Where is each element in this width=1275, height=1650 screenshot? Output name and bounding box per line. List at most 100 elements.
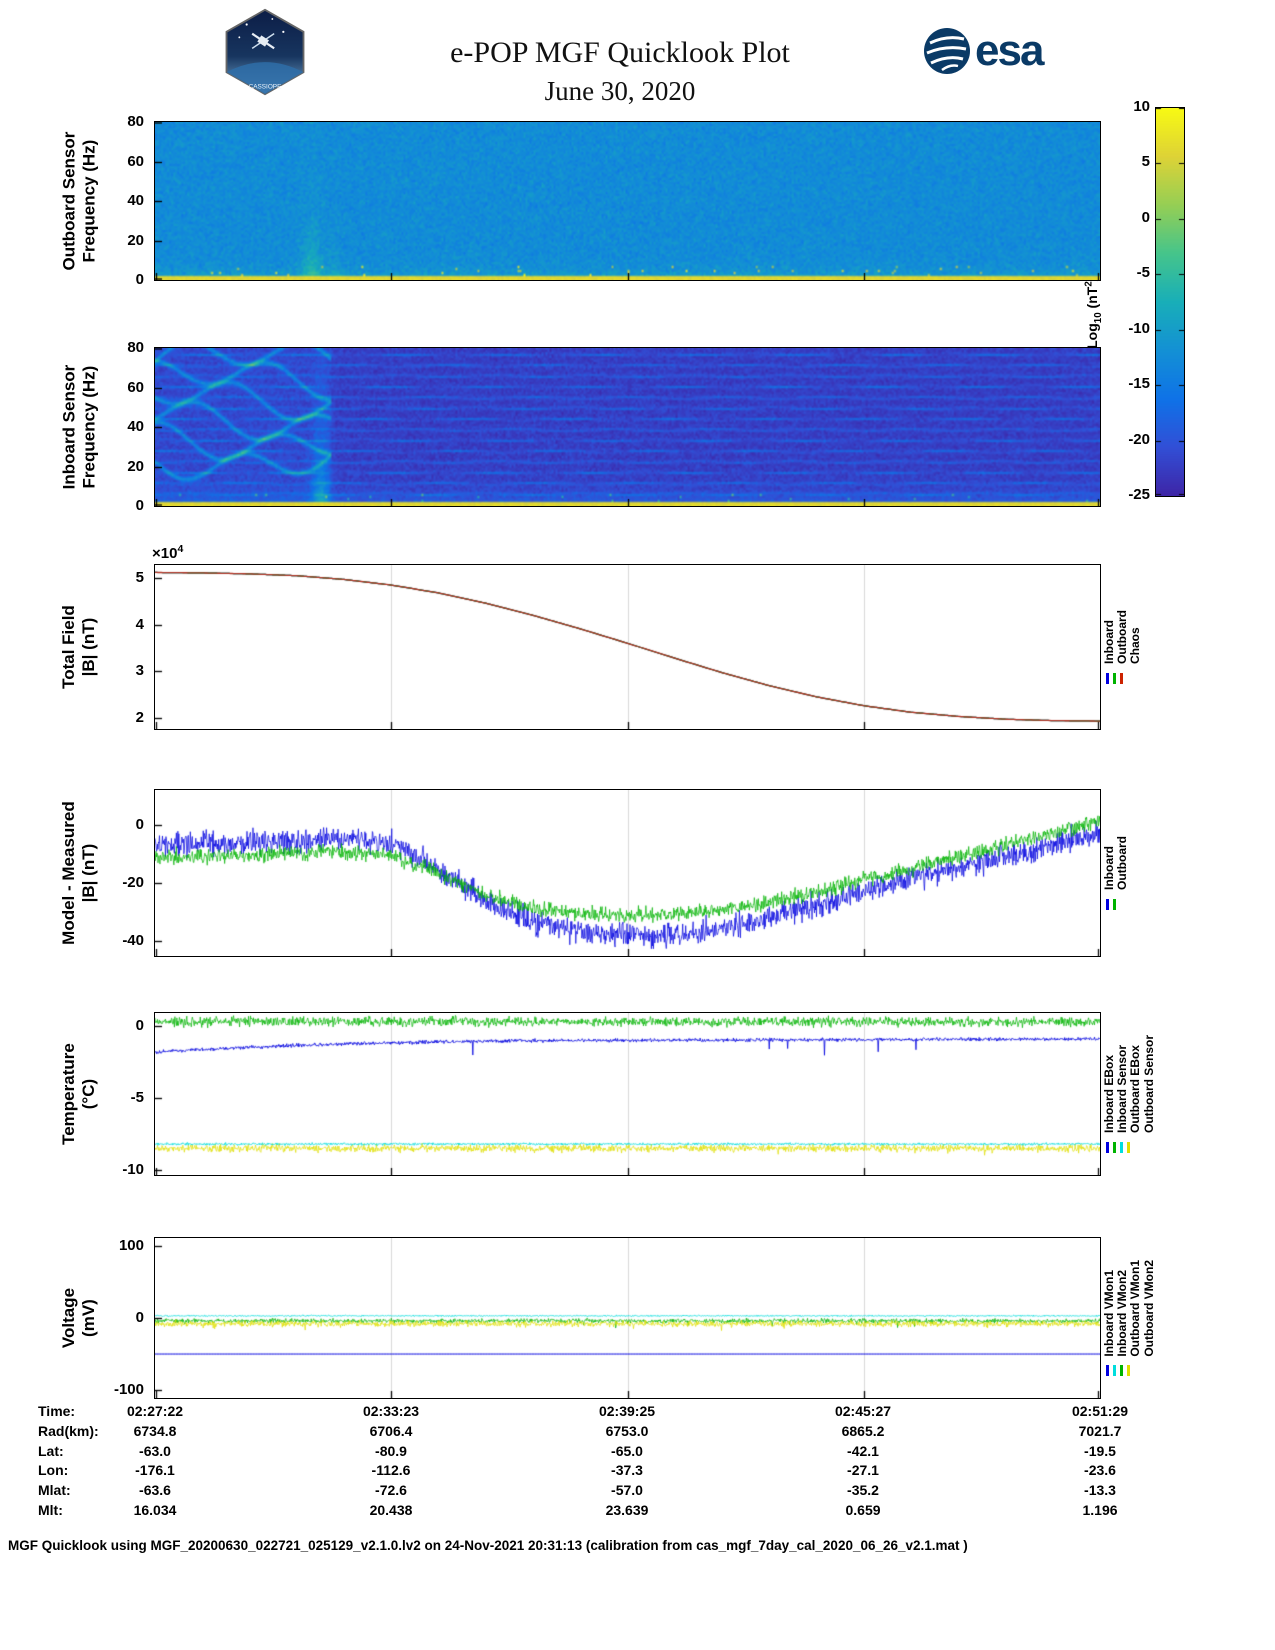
legend-label: Outboard <box>1115 836 1130 890</box>
total-field-plot <box>154 564 1101 730</box>
legend-color-dash <box>1113 1365 1116 1377</box>
voltage-legend: Inboard VMon1 Inboard VMon2 Outboard VMon1… <box>1102 1238 1165 1398</box>
y-tick-label: 20 <box>127 457 144 475</box>
y-tick-label: 20 <box>127 231 144 249</box>
y-tick-label: -5 <box>130 1088 144 1106</box>
temperature-canvas <box>155 1013 1100 1175</box>
axis-value: -80.9 <box>375 1442 407 1459</box>
colorbar-tick-label: -25 <box>1128 486 1150 503</box>
y-tick-label: 40 <box>127 192 144 209</box>
colorbar-tick-label: -15 <box>1128 375 1150 393</box>
axis-value: 6734.8 <box>133 1422 177 1439</box>
y-tick-label: 0 <box>135 1309 144 1326</box>
axis-value: 02:51:29 <box>1071 1403 1129 1419</box>
y-tick-label: -40 <box>122 932 144 950</box>
axis-row-label: Rad(km): <box>38 1422 99 1439</box>
model-measured-legend: Inboard Outboard <box>1102 790 1165 956</box>
axis-value: 02:45:27 <box>834 1403 892 1419</box>
colorbar-tick-label: 5 <box>1141 153 1150 171</box>
legend-label: Outboard Sensor <box>1141 1034 1156 1133</box>
colorbar-label-sup: 2 <box>1083 280 1095 287</box>
legend-color-dash <box>1127 1365 1130 1377</box>
axis-value: 23.639 <box>605 1502 649 1518</box>
esa-wordmark: esa <box>975 26 1044 75</box>
legend-label: Outboard VMon2 <box>1141 1259 1156 1357</box>
y-tick-label: -20 <box>122 874 144 892</box>
axis-value: -13.3 <box>1084 1482 1116 1499</box>
y-tick-label: 80 <box>127 113 144 130</box>
axis-scale-label: ×104 <box>152 543 184 562</box>
legend-color-keys <box>1106 673 1123 684</box>
axis-value: 16.034 <box>133 1502 177 1518</box>
voltage-plot <box>154 1237 1101 1399</box>
colorbar <box>1155 107 1185 497</box>
y-tick-label: 0 <box>135 271 144 288</box>
y-tick-label: 0 <box>135 497 144 514</box>
legend-label: Outboard EBox <box>1128 1044 1143 1133</box>
axis-value: -63.6 <box>139 1482 171 1499</box>
axis-row-label: Time: <box>38 1403 76 1419</box>
axis-value: -37.3 <box>611 1462 643 1479</box>
axis-value: -176.1 <box>135 1462 175 1479</box>
legend-color-keys <box>1106 1142 1130 1153</box>
axis-value: 7021.7 <box>1078 1422 1122 1439</box>
inboard-spectrogram-plot <box>154 347 1101 507</box>
axis-row-label: Mlt: <box>38 1502 63 1518</box>
y-tick-label: 80 <box>127 339 144 356</box>
legend-color-dash <box>1120 1142 1123 1153</box>
axis-value: 0.659 <box>845 1502 881 1518</box>
y-tick-label: 60 <box>127 152 144 170</box>
colorbar-tick-label: 0 <box>1141 208 1150 226</box>
esa-logo: esa <box>922 26 1044 76</box>
axis-value: 6753.0 <box>605 1422 649 1439</box>
y-tick-label: -10 <box>122 1160 144 1178</box>
axis-row-label: Mlat: <box>38 1482 71 1499</box>
page-title: e-POP MGF Quicklook Plot <box>450 36 790 69</box>
y-tick-label: 5 <box>135 569 144 587</box>
legend-color-dash <box>1127 1142 1130 1153</box>
y-tick-label: -100 <box>113 1381 144 1399</box>
axis-value: 20.438 <box>369 1502 413 1518</box>
axis-row-label: Lat: <box>38 1442 64 1459</box>
legend-label: Outboard VMon1 <box>1128 1259 1143 1357</box>
axis-value: 02:39:25 <box>598 1403 656 1419</box>
legend-color-dash <box>1106 899 1109 910</box>
temperature-legend: Inboard EBox Inboard Sensor Outboard EBox O… <box>1102 1013 1165 1175</box>
esa-globe-icon <box>924 28 970 74</box>
y-tick-label: 3 <box>135 662 144 680</box>
axis-value: -57.0 <box>611 1482 643 1499</box>
axis-value: -72.6 <box>375 1482 407 1499</box>
y-tick-label: 0 <box>135 1016 144 1034</box>
total-field-legend: Inboard Outboard Chaos <box>1102 565 1165 729</box>
outboard-spectrogram-plot <box>154 121 1101 281</box>
legend-color-keys <box>1106 899 1116 910</box>
model-measured-canvas <box>155 790 1100 956</box>
axis-value: -112.6 <box>371 1462 411 1479</box>
legend-labels: Inboard Outboard <box>1102 836 1130 890</box>
axis-value: 02:27:22 <box>126 1403 184 1419</box>
colorbar-label-prefix: Log <box>1084 323 1101 349</box>
legend-color-dash <box>1120 1365 1123 1377</box>
axis-value: -27.1 <box>847 1462 879 1479</box>
legend-labels: Inboard EBox Inboard Sensor Outboard EBox O… <box>1102 1034 1156 1133</box>
legend-color-dash <box>1106 1142 1109 1153</box>
inboard-spectrogram-canvas <box>155 348 1100 506</box>
y-tick-label: 4 <box>135 615 144 633</box>
legend-color-dash <box>1113 899 1116 910</box>
legend-label: Chaos <box>1128 627 1143 664</box>
page-date: June 30, 2020 <box>544 76 696 106</box>
axis-value: 1.196 <box>1082 1502 1118 1518</box>
colorbar-tick-label: -20 <box>1128 430 1150 448</box>
axis-value: -65.0 <box>611 1442 643 1459</box>
y-tick-label: 60 <box>127 378 144 396</box>
y-tick-label: 40 <box>127 418 144 435</box>
y-tick-label: 2 <box>135 708 144 726</box>
model-measured-ylabel: Model - Measured |B| (nT) <box>58 801 98 945</box>
model-measured-plot <box>154 789 1101 957</box>
y-tick-label: 0 <box>135 815 144 833</box>
legend-color-dash <box>1106 673 1109 684</box>
legend-labels: Inboard Outboard Chaos <box>1102 610 1143 664</box>
colorbar-tick-label: -10 <box>1128 319 1150 337</box>
legend-labels: Inboard VMon1 Inboard VMon2 Outboard VMon1… <box>1102 1259 1156 1357</box>
temperature-plot <box>154 1012 1101 1176</box>
